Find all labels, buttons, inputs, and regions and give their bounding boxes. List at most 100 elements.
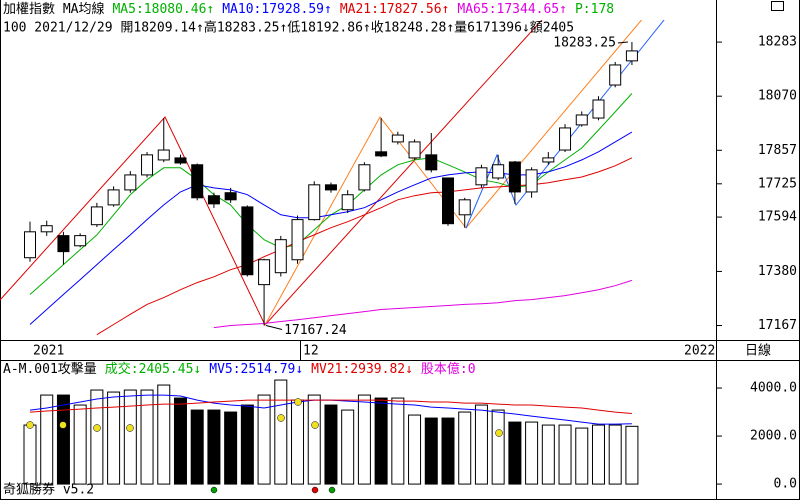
candle-body (124, 174, 137, 191)
candle-body (258, 259, 271, 286)
volume-bar (341, 409, 355, 485)
volume-bar (240, 404, 254, 485)
annotation: 17167.24 (284, 323, 347, 338)
candle-body (442, 177, 454, 225)
volume-bar (274, 379, 288, 485)
y-tick-label: 17857 (758, 143, 797, 158)
volume-bar (625, 425, 639, 485)
candle-body (157, 149, 170, 161)
header-title: 加權指數 MA均線 (3, 1, 104, 17)
volume-bar (40, 394, 54, 485)
volume-bar (541, 424, 555, 485)
volume-bar (123, 389, 137, 485)
volume-bar (90, 389, 104, 485)
candle-body (274, 239, 287, 274)
candle-body (241, 206, 254, 276)
legend-entry: MA21:17827.56↑ (340, 2, 450, 17)
candle-body (291, 219, 304, 261)
volume-bar (23, 424, 37, 485)
candle-body (375, 151, 388, 157)
y-tick-label: 18283 (758, 35, 797, 50)
y-tick-label: 2000.0 (750, 429, 797, 444)
candle-body (609, 64, 622, 86)
volume-bar (190, 409, 204, 485)
header-title: A-M.001攻擊量 (3, 361, 97, 377)
volume-bar (140, 389, 154, 485)
annotation-leader (265, 324, 283, 330)
candle-body (458, 199, 471, 216)
x-period-label: 2021 (33, 344, 64, 359)
candle-body (224, 192, 237, 201)
volume-bar (73, 404, 87, 485)
volume-bar (591, 424, 605, 485)
legend-entry: MA5:18080.46↑ (112, 2, 214, 17)
volume-bar (508, 421, 522, 485)
candle-body (341, 194, 354, 211)
volume-bar (157, 384, 171, 485)
volume-bar (474, 404, 488, 485)
y-tick-label: 17725 (758, 176, 797, 191)
volume-bar (173, 397, 187, 485)
plot: 17167 17380 17594 17725 17857 18070 18283 18283… (23, 35, 797, 492)
header: 加權指數 MA均線 MA5:18080.46↑ MA10:17928.59↑ MA21… (3, 1, 614, 17)
volume-bar (424, 417, 438, 485)
ma-line (213, 279, 633, 329)
ma-line (29, 399, 632, 414)
footer: 奇狐勝券 v5.2 (3, 482, 94, 498)
volume-bar (391, 397, 405, 485)
volume-bar (224, 411, 238, 485)
volume-bar (374, 397, 388, 485)
candle-body (575, 114, 588, 126)
candle-body (74, 235, 87, 247)
signal-dots (26, 398, 503, 494)
candle-body (324, 184, 337, 191)
volume-bar (291, 399, 305, 485)
volume-bar (608, 424, 622, 485)
candle-body (559, 127, 572, 151)
legend-entry: MV21:2939.82↓ (311, 362, 413, 377)
candle-body (492, 164, 505, 179)
candle-body (508, 161, 521, 193)
candle-body (107, 189, 120, 206)
y-tick-label: 17594 (758, 210, 797, 225)
candle-body (625, 50, 638, 62)
candle-body (24, 231, 36, 259)
x-period-label: 2022 (684, 344, 715, 359)
candle-body (525, 169, 538, 193)
volume-bar (408, 414, 422, 485)
candle-body (475, 167, 488, 186)
candle-body (358, 164, 371, 191)
volume-bar (441, 417, 455, 485)
legend-entry: 成交:2405.45↓ (105, 361, 201, 377)
legend-entry: 股本億:0 (421, 361, 476, 377)
y-tick-label: 18070 (758, 89, 797, 104)
legend-entry: MA65:17344.65↑ (457, 2, 567, 17)
volume-bar (525, 421, 539, 485)
candle-body (425, 154, 438, 171)
volume-bar (575, 427, 589, 485)
volume-bar (56, 394, 70, 485)
y-tick-label: 17167 (758, 318, 797, 333)
y-tick-label: 17380 (758, 264, 797, 279)
candle-body (141, 154, 154, 176)
candle-body (408, 141, 421, 159)
y-tick-label: 0.0 (774, 477, 797, 492)
volume-bar (307, 394, 321, 485)
candle-body (391, 134, 404, 143)
legend-entry: MV5:2514.79↓ (209, 362, 303, 377)
volume-bar (107, 391, 121, 485)
candle-body (40, 225, 53, 233)
info-line: 100 2021/12/29 開18209.14↑高18283.25↑低1819… (3, 20, 574, 36)
candle-body (191, 164, 204, 199)
legend-entry: MA10:17928.59↑ (222, 2, 332, 17)
candle-body (207, 195, 220, 205)
volume-bar (257, 394, 271, 485)
volume-bar (491, 409, 505, 485)
volume-bar (558, 424, 572, 485)
header: A-M.001攻擊量 成交:2405.45↓ MV5:2514.79↓ MV21:29… (3, 361, 476, 377)
ma-line (96, 157, 633, 336)
candle-body (174, 157, 187, 164)
candle-body (542, 157, 555, 163)
candle-body (592, 99, 605, 119)
